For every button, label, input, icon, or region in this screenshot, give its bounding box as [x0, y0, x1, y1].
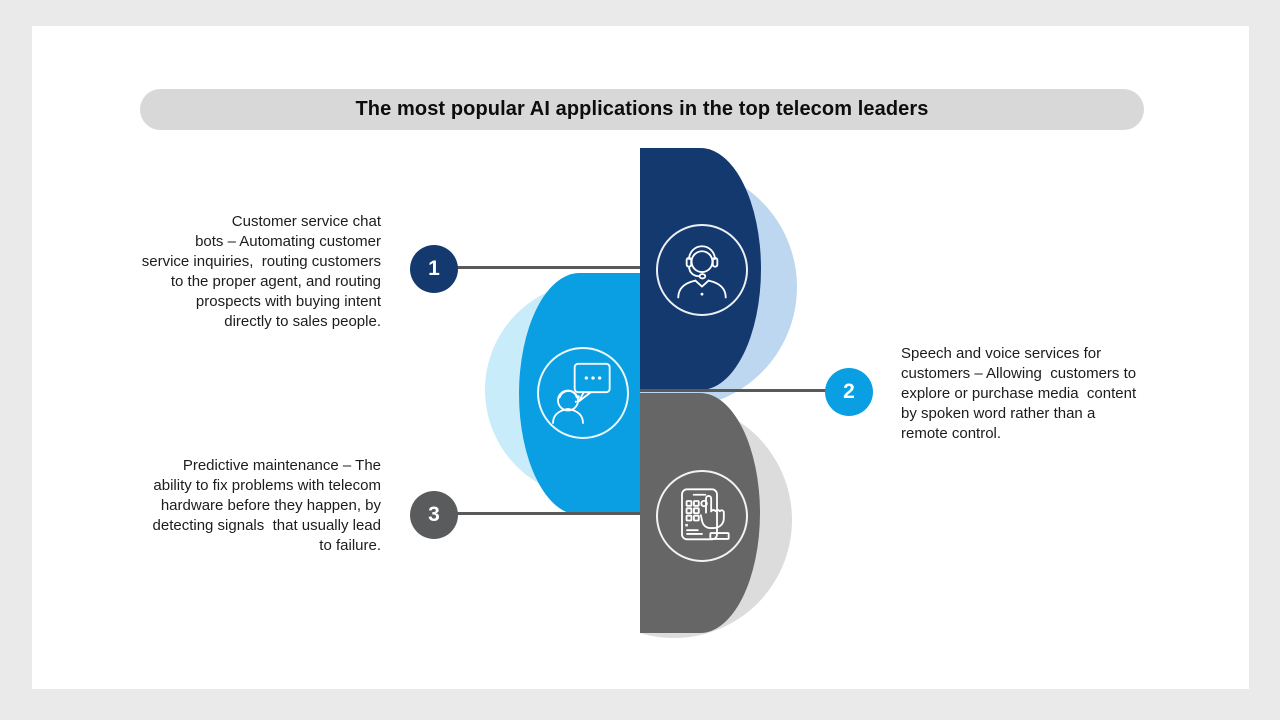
step3-icon-ring: [656, 470, 748, 562]
step2-number-badge: 2: [825, 368, 873, 416]
step1-description: Customer service chat bots – Automating …: [141, 213, 381, 330]
step2-number: 2: [843, 380, 855, 403]
step3-number-badge: 3: [410, 491, 458, 539]
step3-number: 3: [428, 503, 440, 526]
tablet-touch-icon: [681, 488, 730, 541]
step2-icon-ring: [537, 347, 629, 439]
connector-line-3: [434, 512, 640, 515]
step3-description: Predictive maintenance – The ability to …: [152, 457, 381, 554]
page-title: The most popular AI applications in the …: [355, 98, 929, 120]
chat-bot-speech-bubble-icon: [552, 362, 611, 424]
step1-number-badge: 1: [410, 245, 458, 293]
customer-support-headset-icon: [677, 245, 727, 299]
connector-line-2: [640, 389, 849, 392]
step2-description: Speech and voice services for customers …: [901, 345, 1137, 442]
title-banner: The most popular AI applications in the …: [140, 89, 1144, 130]
connector-line-1: [434, 266, 640, 269]
step1-icon-ring: [656, 224, 748, 316]
step1-number: 1: [428, 257, 440, 280]
